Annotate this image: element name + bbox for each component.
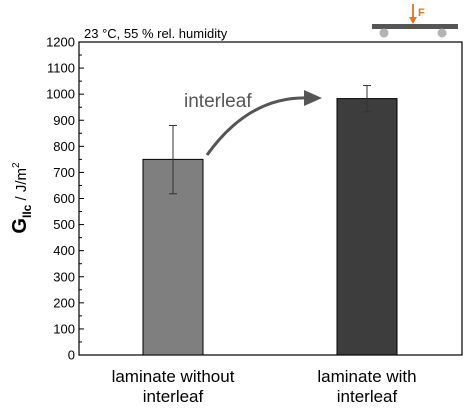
y-tick-label: 1100 bbox=[47, 61, 75, 76]
y-tick-label: 0 bbox=[68, 348, 75, 363]
y-tick-label: 500 bbox=[53, 217, 75, 232]
y-tick-label: 200 bbox=[53, 295, 75, 310]
inset-force-arrowhead bbox=[409, 17, 417, 24]
y-tick-label: 600 bbox=[53, 191, 75, 206]
y-axis-title: GIIc / J/m2 bbox=[9, 162, 34, 234]
ylabel-unit: / J/m bbox=[13, 168, 30, 205]
y-axis: 0 100 200 300 400 500 600 700 800 900 1000 1100 1200 bbox=[46, 35, 84, 363]
ylabel-superscript: 2 bbox=[11, 162, 22, 168]
y-tick-label: 400 bbox=[53, 243, 75, 258]
y-tick-label: 800 bbox=[53, 139, 75, 154]
category-label-2: interleaf bbox=[337, 387, 398, 406]
interleaf-arrow: interleaf bbox=[184, 90, 322, 156]
ylabel-subscript: IIc bbox=[20, 204, 34, 218]
category-label-1: laminate without bbox=[112, 367, 235, 386]
category-label-1: interleaf bbox=[143, 387, 204, 406]
plot-frame bbox=[78, 41, 463, 356]
inset-support-right bbox=[437, 28, 447, 38]
y-tick-label: 1000 bbox=[46, 87, 75, 102]
bars bbox=[142, 85, 398, 356]
y-tick-label: 1200 bbox=[46, 35, 75, 50]
y-tick-label: 700 bbox=[53, 165, 75, 180]
bar-2 bbox=[336, 98, 398, 356]
category-label-2: laminate with bbox=[317, 367, 416, 386]
inset-support-left bbox=[379, 28, 389, 38]
inset-beam bbox=[372, 24, 458, 29]
inset-force-label: F bbox=[418, 7, 425, 19]
y-tick-label: 300 bbox=[53, 269, 75, 284]
condition-annotation: 23 °C, 55 % rel. humidity bbox=[84, 26, 228, 41]
arrow-head bbox=[304, 90, 322, 106]
arrow-label: interleaf bbox=[184, 91, 252, 112]
ylabel-symbol: G bbox=[9, 218, 31, 234]
loading-inset: F bbox=[372, 4, 458, 38]
y-tick-label: 900 bbox=[53, 113, 75, 128]
y-tick-label: 100 bbox=[53, 321, 75, 336]
arrow-curve bbox=[205, 96, 311, 156]
